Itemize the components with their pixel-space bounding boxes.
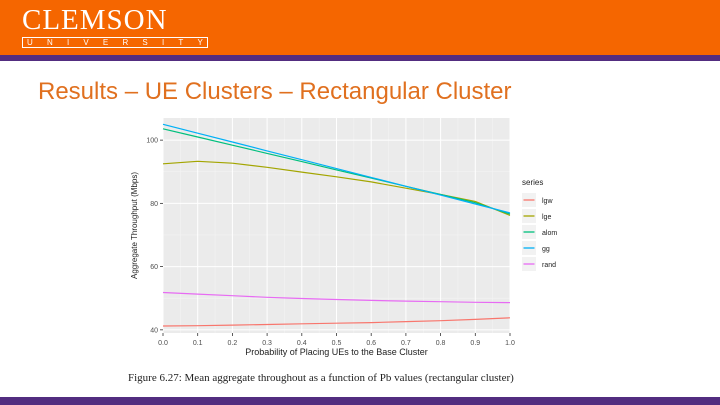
x-tick-label: 0.0 — [158, 340, 168, 347]
x-tick-label: 0.4 — [297, 340, 307, 347]
slide-title: Results – UE Clusters – Rectangular Clus… — [38, 78, 512, 105]
y-tick-label: 40 — [150, 327, 158, 334]
header-stripe — [0, 55, 720, 61]
y-axis-title: Aggregate Throughput (Mbps) — [130, 172, 139, 279]
logo-wordmark: CLEMSON — [22, 4, 168, 36]
y-tick-label: 60 — [150, 264, 158, 271]
series-line-gg — [162, 123, 511, 214]
throughput-line-chart: 0.0 0.1 0.2 0.3 0.4 0.5 0.6 0.7 0.8 0.9 1.0 40 60 80 1… — [130, 118, 557, 357]
logo-subtitle-box: UNIVERSITY — [22, 37, 208, 48]
legend-title: series — [522, 178, 543, 187]
series-line-alom — [162, 128, 511, 215]
legend-label-lgw: lgw — [542, 198, 553, 205]
logo-subtitle: UNIVERSITY — [27, 38, 218, 47]
x-tick-label: 0.1 — [193, 340, 203, 347]
x-tick-label: 0.3 — [262, 340, 272, 347]
x-tick-label: 0.5 — [332, 340, 342, 347]
footer-stripe — [0, 397, 720, 405]
x-axis-title: Probability of Placing UEs to the Base C… — [245, 347, 428, 357]
series-line-rand — [162, 291, 511, 304]
y-tick-label: 80 — [150, 201, 158, 208]
figure-caption: Figure 6.27: Mean aggregate throughout a… — [128, 372, 514, 384]
legend-label-gg: gg — [542, 246, 550, 253]
x-tick-label: 0.2 — [228, 340, 238, 347]
x-tick-label: 0.8 — [436, 340, 446, 347]
legend-label-alom: alom — [542, 230, 557, 237]
x-tick-label: 1.0 — [505, 340, 515, 347]
header-banner: CLEMSON UNIVERSITY — [0, 0, 720, 55]
x-tick-label: 0.9 — [470, 340, 480, 347]
series-line-lgw — [162, 317, 511, 327]
clemson-logo[interactable]: CLEMSON UNIVERSITY — [22, 5, 208, 48]
legend-label-rand: rand — [542, 262, 556, 269]
legend-label-lge: lge — [542, 214, 551, 221]
y-tick-label: 100 — [146, 138, 158, 145]
x-tick-label: 0.6 — [366, 340, 376, 347]
x-tick-label: 0.7 — [401, 340, 411, 347]
